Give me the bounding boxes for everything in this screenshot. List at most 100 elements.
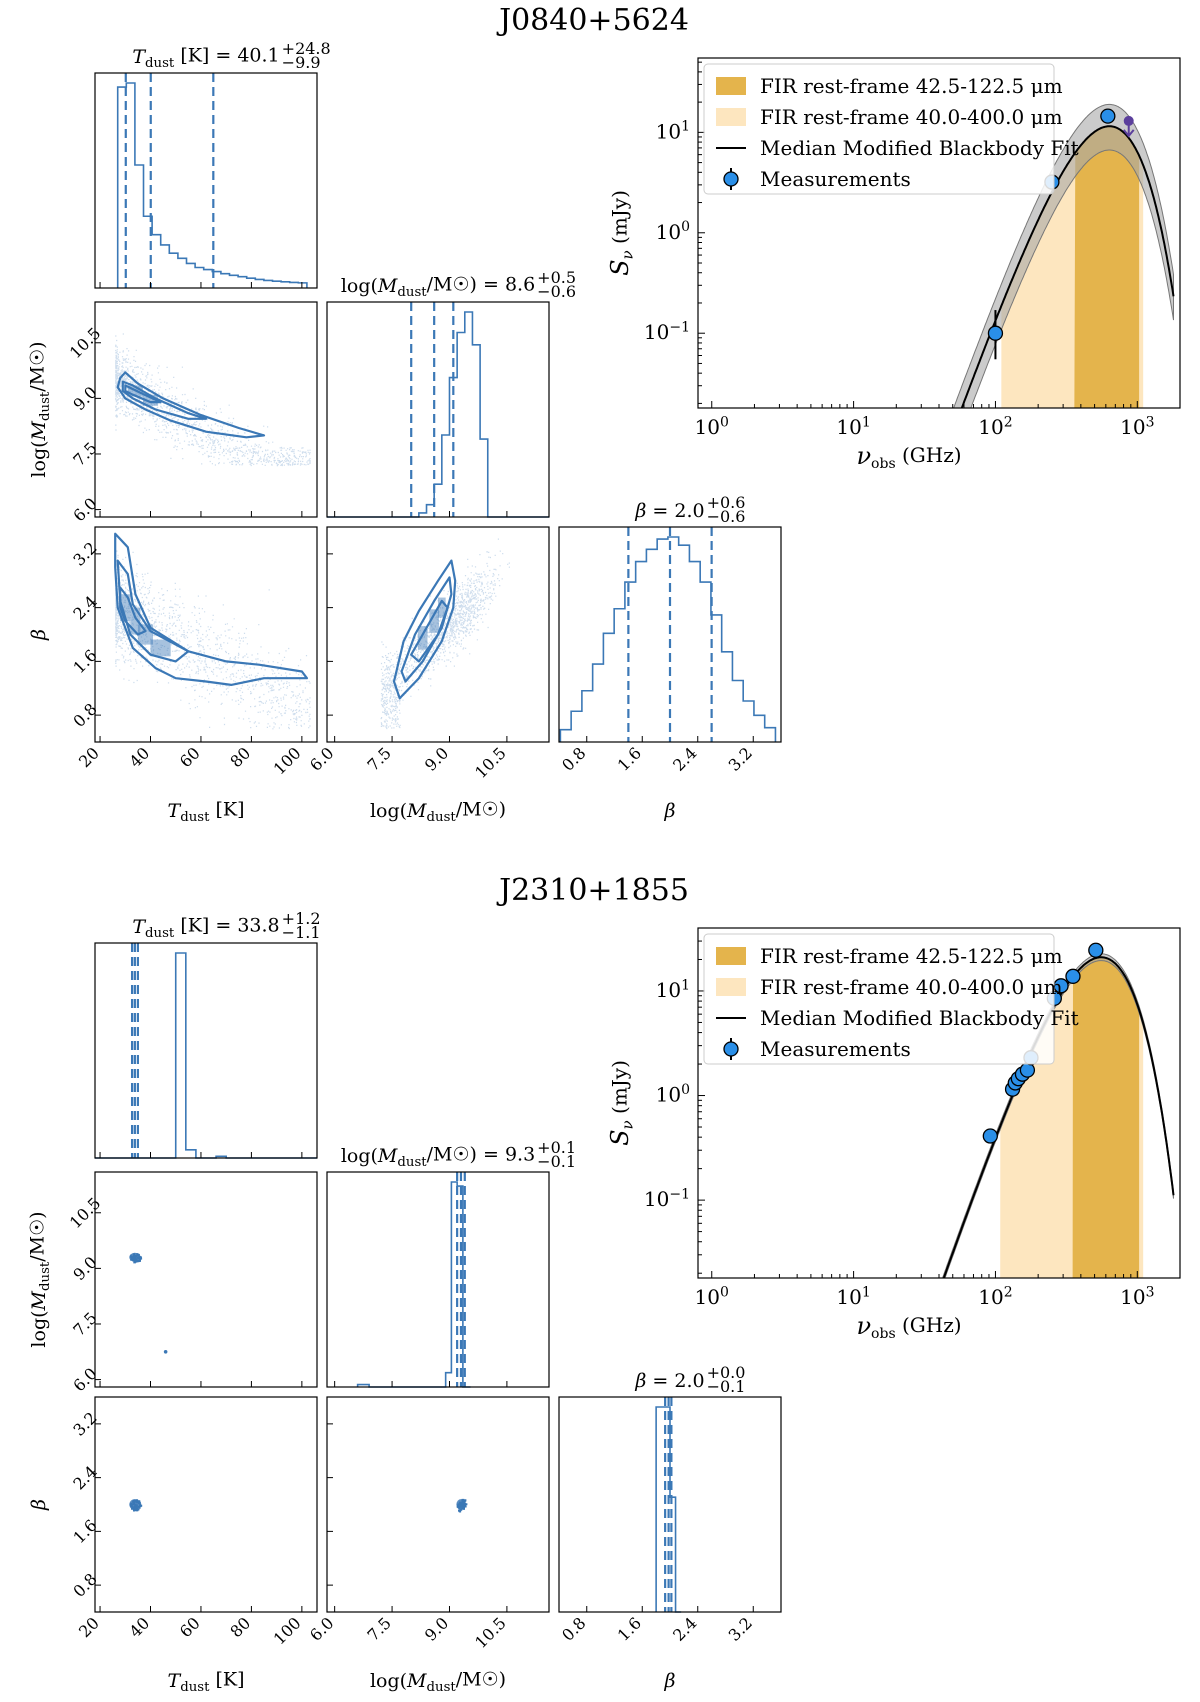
sed-panel: 100 101 102 103 10−1 100 101 νobs (GHz) Sν (mJy)… [606,57,1181,472]
hist-title-text: β = 2.0 [634,500,704,522]
y-tick-label: 100 [656,1082,690,1107]
legend-label: FIR rest-frame 40.0-400.0 μm [760,105,1063,129]
x-tick-label: 100 [695,414,729,439]
histogram-steps [356,1181,471,1388]
contour-line [400,576,453,683]
hist-title-minus: −1.1 [282,923,321,942]
histogram-title: Tdust [K] = 33.8 +1.2−1.1 [132,909,320,942]
hist-title-text: Tdust [K] = 40.1 [132,44,279,71]
sample-points [115,538,311,730]
hist-title-minus: −9.9 [282,53,321,72]
hist-title-plus: +0.1 [537,1138,576,1157]
contour-line [114,532,308,686]
histogram-mdust: log(Mdust/M☉) = 8.6 +0.5−0.6 [326,268,576,518]
legend-swatch-fir-narrow [716,77,746,95]
density-content [115,333,311,467]
hist-title-minus: −0.1 [707,1377,746,1396]
upper-limit-arrow [1122,120,1135,138]
sed-y-axis-label: Sν (mJy) [606,1060,637,1146]
sed-content [942,942,1175,1278]
histogram-frame [558,1396,782,1613]
x-tick-label: 103 [1120,1284,1154,1309]
x-tick-label: 101 [836,1284,870,1309]
legend-swatch-fir-wide [716,978,746,996]
density-frame [94,1396,318,1613]
histogram-title: log(Mdust/M☉) = 8.6 +0.5−0.6 [341,268,576,301]
contour-line [119,586,147,636]
legend-label: FIR rest-frame 40.0-400.0 μm [760,975,1063,999]
x-axis-label: Tdust [K] [168,798,245,825]
sed-y-axis-label: Sν (mJy) [606,190,637,276]
legend-label: Median Modified Blackbody Fit [760,1006,1079,1030]
density-cell [438,597,446,618]
legend-swatch-fir-wide [716,108,746,126]
density-frame [94,526,318,743]
legend-label: FIR rest-frame 42.5-122.5 μm [760,944,1063,968]
histogram-tdust: Tdust [K] = 40.1 +24.8−9.9 [94,39,331,289]
x-tick-label: 102 [978,1284,1012,1309]
sed-legend: FIR rest-frame 42.5-122.5 μm FIR rest-fra… [703,63,1079,195]
sample-points [115,333,311,467]
histogram-title: log(Mdust/M☉) = 9.3 +0.1−0.1 [341,1138,576,1171]
hist-title-text: Tdust [K] = 33.8 [132,914,279,941]
fir-narrow-region [1074,126,1140,408]
density-shading [417,597,446,650]
y-axis-label: β [28,629,50,641]
hist-title-plus: +1.2 [282,909,321,928]
density-core [129,1499,141,1510]
density-frame [326,526,550,743]
measurement-point [987,325,1004,341]
density-content [114,532,311,730]
figure-title: J2310+1855 [496,873,689,908]
x-tick-label: 101 [836,414,870,439]
fir-narrow-region [1072,957,1140,1278]
density-cell [120,594,131,622]
x-axis-label: log(Mdust/M☉) [370,798,506,825]
legend-label: FIR rest-frame 42.5-122.5 μm [760,74,1063,98]
hist-title-plus: +24.8 [282,39,331,58]
sed-x-axis-label: νobs (GHz) [856,1312,961,1342]
histogram-title: β = 2.0 +0.6−0.6 [634,493,745,526]
contour-line [116,371,266,439]
contour-line [410,599,449,663]
density-content [456,1498,468,1513]
density-content [129,1252,168,1354]
x-axis-label: β [664,800,676,822]
histogram-steps [655,1406,682,1613]
hist-title-plus: +0.0 [707,1363,746,1382]
measurement-point [1100,108,1116,124]
legend-box [703,63,1055,195]
contour-line [392,559,457,700]
histogram-tdust: Tdust [K] = 33.8 +1.2−1.1 [94,909,321,1159]
y-tick-label: 100 [656,219,690,244]
histogram-frame [326,1171,550,1388]
density-cell [417,626,428,650]
y-tick-label: 101 [656,977,690,1002]
histogram-frame [94,72,318,289]
x-axis-label: log(Mdust/M☉) [370,1668,506,1695]
figure-title: J0840+5624 [496,3,689,38]
contour-line [116,559,190,663]
y-tick-label: 10−1 [644,1186,690,1211]
density-cell [130,607,141,635]
hist-title-text: log(Mdust/M☉) = 8.6 [341,273,535,300]
hist-title-minus: −0.1 [537,1152,576,1171]
histogram-steps [559,536,777,742]
x-tick-label: 103 [1120,414,1154,439]
hist-title-minus: −0.6 [707,507,746,526]
hist-title-minus: −0.6 [537,282,576,301]
histogram-frame [94,942,318,1159]
x-axis-label: β [664,1670,676,1692]
contour-line [124,384,162,404]
legend-label: Median Modified Blackbody Fit [760,136,1079,160]
legend-label: Measurements [760,1037,911,1061]
hist-title-plus: +0.6 [707,493,746,512]
x-tick-label: 102 [978,414,1012,439]
density-cell [142,394,159,406]
sed-panel: 100 101 102 103 10−1 100 101 νobs (GHz) Sν (mJy)… [606,927,1181,1342]
hist-title-text: β = 2.0 [634,1370,704,1392]
hist-title-text: log(Mdust/M☉) = 9.3 [341,1143,535,1170]
measurement-point [982,1128,998,1144]
density-frame [326,1396,550,1613]
